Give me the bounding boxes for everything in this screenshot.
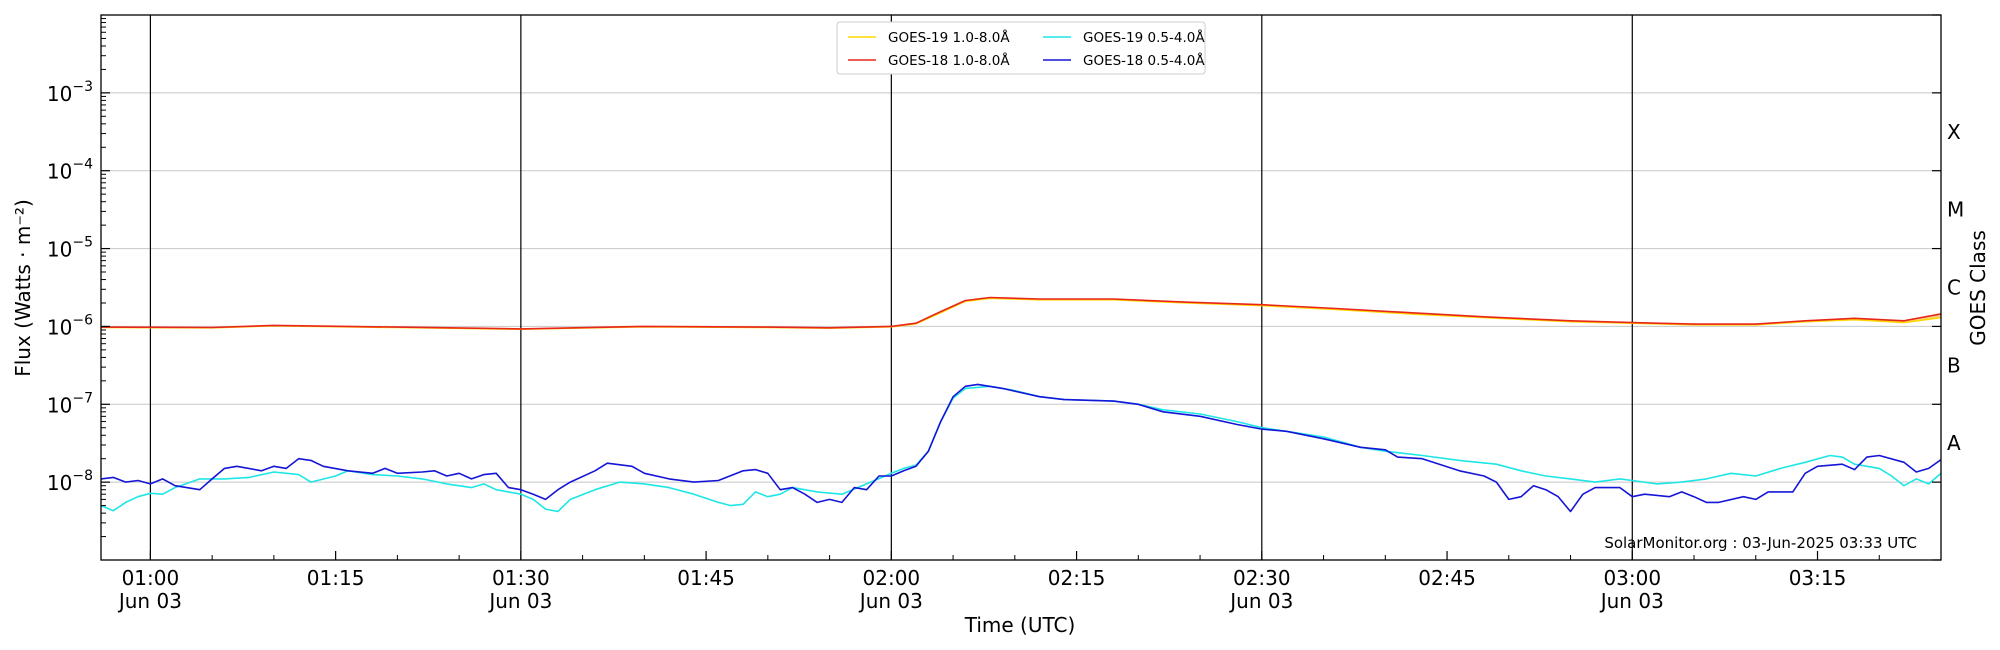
x-tick-label: 01:00 (122, 566, 180, 590)
y-tick-label: 10−3 (47, 79, 93, 106)
x-tick-label: 01:30 (492, 566, 550, 590)
y-tick-exponent: −4 (72, 157, 93, 173)
day-vertical-lines (149, 15, 1633, 560)
y-tick-exponent: −6 (72, 312, 93, 328)
y-tick-label: 10−7 (47, 390, 93, 417)
legend-label: GOES-19 0.5-4.0Å (1083, 29, 1205, 46)
y-tick-label: 10−4 (47, 157, 93, 184)
series-line-2 (101, 296, 1941, 330)
x-tick-date-label: Jun 03 (858, 589, 923, 613)
y-tick-exponent: −8 (72, 468, 93, 484)
y-tick-label: 10−6 (47, 312, 93, 339)
goes-class-label: B (1947, 353, 1961, 377)
legend: GOES-19 1.0-8.0Å GOES-18 1.0-8.0Å GOES-19 … (836, 21, 1206, 75)
y-tick-base: 10 (47, 315, 72, 339)
series-lines (101, 296, 1941, 513)
series-line-3 (101, 385, 1941, 513)
goes-class-label: X (1947, 120, 1961, 144)
x-axis-title: Time (UTC) (964, 613, 1076, 637)
y-axis-title: Flux (Watts · m⁻²) (11, 199, 35, 377)
x-tick-label: 01:15 (307, 566, 365, 590)
watermark-text: SolarMonitor.org : 03-Jun-2025 03:33 UTC (1604, 534, 1917, 552)
x-tick-date-label: Jun 03 (1228, 589, 1293, 613)
goes-class-label: M (1947, 198, 1964, 222)
y-tick-exponent: −5 (72, 235, 93, 251)
y-tick-base: 10 (47, 238, 72, 262)
x-tick-date-label: Jun 03 (117, 589, 182, 613)
series-line-4 (101, 383, 1941, 513)
x-tick-label: 03:15 (1789, 566, 1847, 590)
x-tick-date-label: Jun 03 (487, 589, 552, 613)
x-tick-label: 02:00 (863, 566, 921, 590)
x-tick-date-label: Jun 03 (1599, 589, 1664, 613)
y-tick-label: 10−8 (47, 468, 93, 495)
x-tick-label: 03:00 (1603, 566, 1661, 590)
goes-class-label: A (1947, 431, 1961, 455)
legend-box (836, 21, 1206, 75)
x-tick-label: 02:30 (1233, 566, 1291, 590)
y-axis-ticks: 10−810−710−610−510−410−3 (47, 18, 110, 538)
x-tick-label: 02:15 (1048, 566, 1106, 590)
y-axis-right-title: GOES Class (1966, 230, 1990, 346)
horizontal-gridlines (101, 92, 1941, 483)
y-tick-label: 10−5 (47, 235, 93, 262)
x-tick-label: 01:45 (677, 566, 735, 590)
plot-frame (100, 14, 1942, 561)
legend-label: GOES-19 1.0-8.0Å (888, 29, 1010, 46)
legend-label: GOES-18 0.5-4.0Å (1083, 52, 1205, 69)
y-tick-base: 10 (47, 393, 72, 417)
y-tick-exponent: −3 (72, 79, 93, 95)
y-tick-base: 10 (47, 471, 72, 495)
y-axis-title-text: Flux (Watts · m⁻²) (11, 199, 35, 377)
x-tick-label: 02:45 (1418, 566, 1476, 590)
y-tick-exponent: −7 (72, 390, 93, 406)
y-tick-base: 10 (47, 160, 72, 184)
goes-class-labels: A B C M X (1932, 14, 1964, 561)
y-tick-base: 10 (47, 82, 72, 106)
goes-class-label: C (1947, 276, 1961, 300)
legend-label: GOES-18 1.0-8.0Å (888, 52, 1010, 69)
